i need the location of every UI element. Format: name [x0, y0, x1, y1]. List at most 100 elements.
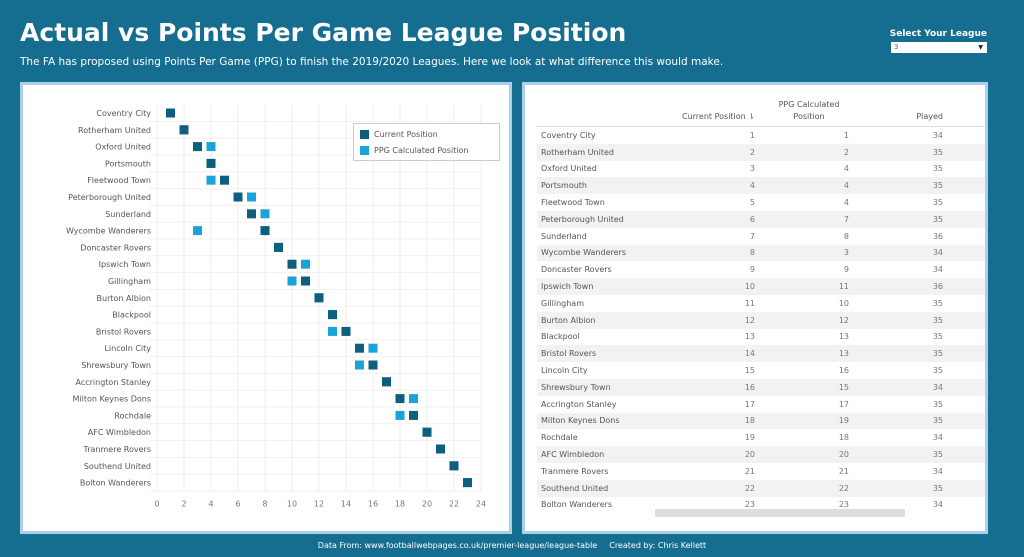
table-row[interactable]: Shrewsbury Town 16 15 34 [537, 378, 985, 396]
current-point[interactable] [233, 192, 243, 202]
team-name: Coventry City [541, 130, 596, 140]
current-point[interactable] [193, 142, 202, 152]
cell-empty [947, 228, 985, 245]
column-header[interactable]: Po [947, 97, 985, 127]
ppg-position: 1 [843, 130, 849, 140]
ppg-point[interactable] [287, 276, 297, 286]
current-point[interactable] [206, 158, 216, 168]
current-point[interactable] [422, 427, 432, 437]
current-position: 15 [744, 366, 755, 376]
current-point[interactable] [287, 259, 297, 269]
current-point[interactable] [368, 360, 378, 370]
current-point[interactable] [409, 410, 418, 420]
ppg-point[interactable] [328, 326, 337, 336]
cell-empty [947, 295, 985, 312]
current-position: 5 [749, 198, 755, 208]
current-point[interactable] [247, 209, 256, 219]
ppg-position: 18 [838, 433, 849, 443]
table-row[interactable]: Ipswich Town 10 11 36 [537, 278, 985, 295]
legend-item-ppg: PPG Calculated Position [354, 142, 499, 158]
current-point[interactable] [355, 343, 364, 353]
y-category-label: Bolton Wanderers [80, 479, 151, 488]
column-header[interactable]: PPG Calculated Position [759, 97, 853, 127]
ppg-point[interactable] [301, 259, 310, 269]
table-row[interactable]: Southend United 22 22 35 [537, 479, 985, 497]
ppg-position: 4 [759, 177, 853, 195]
team-name: Southend United [537, 479, 655, 497]
ppg-point[interactable] [193, 226, 202, 236]
ppg-position: 3 [759, 244, 853, 262]
chart-legend: Current Position PPG Calculated Position [353, 123, 500, 161]
played: 35 [853, 479, 947, 497]
legend-swatch [360, 129, 369, 139]
cell-empty [947, 345, 985, 363]
table-row[interactable]: Lincoln City 15 16 35 [537, 362, 985, 379]
current-point[interactable] [341, 326, 351, 336]
x-tick-label: 8 [262, 500, 267, 509]
horizontal-scrollbar[interactable] [655, 509, 905, 517]
column-header[interactable] [537, 97, 655, 127]
table-row[interactable]: Portsmouth 4 4 35 [537, 177, 985, 195]
column-header[interactable]: Played [853, 97, 947, 127]
current-point[interactable] [449, 461, 459, 471]
table-row[interactable]: Wycombe Wanderers 8 3 34 [537, 244, 985, 262]
y-category-label: Burton Albion [97, 294, 151, 303]
table-row[interactable]: Burton Albion 12 12 35 [537, 311, 985, 329]
ppg-point[interactable] [409, 394, 418, 404]
y-category-label: Tranmere Rovers [83, 445, 151, 454]
current-position: 12 [655, 311, 759, 329]
current-position: 17 [744, 399, 755, 409]
ppg-point[interactable] [206, 142, 216, 152]
current-point[interactable] [328, 310, 337, 320]
team-name: Accrington Stanley [541, 399, 617, 409]
table-row[interactable]: Peterborough United 6 7 35 [537, 210, 985, 228]
page-subtitle: The FA has proposed using Points Per Gam… [20, 56, 724, 68]
table-row[interactable]: Gillingham 11 10 35 [537, 295, 985, 312]
ppg-point[interactable] [368, 343, 378, 353]
y-category-label: Portsmouth [105, 159, 151, 168]
column-header[interactable]: Current Position ⇂ [655, 97, 759, 127]
table-row[interactable]: Bristol Rovers 14 13 35 [537, 345, 985, 363]
table-row[interactable]: Rotherham United 2 2 35 [537, 143, 985, 161]
ppg-position: 13 [759, 345, 853, 363]
current-point[interactable] [382, 377, 391, 387]
table-row[interactable]: Rochdale 19 18 34 [537, 429, 985, 446]
current-point[interactable] [314, 293, 324, 303]
current-point[interactable] [220, 175, 229, 185]
cell-empty [947, 161, 985, 178]
table-row[interactable]: Blackpool 13 13 35 [537, 329, 985, 346]
current-point[interactable] [179, 125, 189, 135]
table-row[interactable]: AFC Wimbledon 20 20 35 [537, 446, 985, 463]
current-point[interactable] [274, 242, 283, 252]
table-row[interactable]: Coventry City 1 1 34 [537, 127, 985, 144]
table-row[interactable]: Accrington Stanley 17 17 35 [537, 396, 985, 413]
table-row[interactable]: Milton Keynes Dons 18 19 35 [537, 412, 985, 430]
current-point[interactable] [463, 478, 472, 488]
current-point[interactable] [436, 444, 445, 454]
table-row[interactable]: Bolton Wanderers 23 23 34 [537, 497, 985, 514]
current-position: 1 [749, 130, 755, 140]
team-name: Rochdale [541, 433, 578, 443]
ppg-point[interactable] [206, 175, 216, 185]
table-row[interactable]: Tranmere Rovers 21 21 34 [537, 463, 985, 480]
ppg-point[interactable] [355, 360, 364, 370]
team-name: AFC Wimbledon [537, 446, 655, 463]
current-point[interactable] [260, 226, 270, 236]
y-category-label: Gillingham [108, 277, 151, 286]
league-select[interactable]: 3 ▼ [891, 42, 987, 53]
ppg-point[interactable] [395, 410, 405, 420]
current-point[interactable] [166, 108, 175, 118]
ppg-point[interactable] [260, 209, 270, 219]
current-point[interactable] [395, 394, 405, 404]
ppg-point[interactable] [247, 192, 256, 202]
team-name: Rotherham United [537, 143, 655, 161]
played: 35 [853, 412, 947, 430]
current-point[interactable] [301, 276, 310, 286]
y-category-label: AFC Wimbledon [88, 428, 151, 437]
sort-icon[interactable]: ⇂ [745, 112, 755, 121]
table-row[interactable]: Doncaster Rovers 9 9 34 [537, 261, 985, 278]
table-row[interactable]: Sunderland 7 8 36 [537, 228, 985, 245]
table-row[interactable]: Oxford United 3 4 35 [537, 161, 985, 178]
table-row[interactable]: Fleetwood Town 5 4 35 [537, 194, 985, 211]
played: 35 [853, 345, 947, 363]
